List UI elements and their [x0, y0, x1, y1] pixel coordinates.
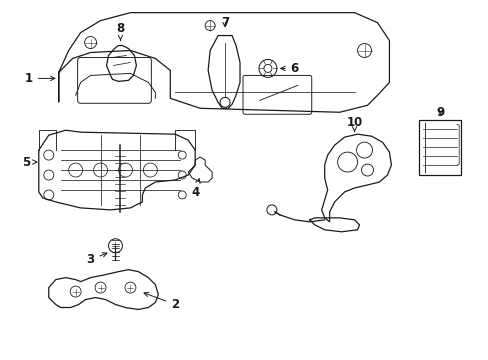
Text: 2: 2	[144, 292, 179, 311]
Text: 9: 9	[435, 106, 444, 119]
Text: 6: 6	[280, 62, 298, 75]
Text: 3: 3	[86, 253, 107, 266]
Text: 8: 8	[116, 22, 124, 41]
Text: 4: 4	[191, 179, 200, 199]
Text: 10: 10	[346, 116, 362, 132]
Text: 7: 7	[221, 16, 229, 29]
Text: 1: 1	[25, 72, 55, 85]
Text: 5: 5	[21, 156, 37, 168]
